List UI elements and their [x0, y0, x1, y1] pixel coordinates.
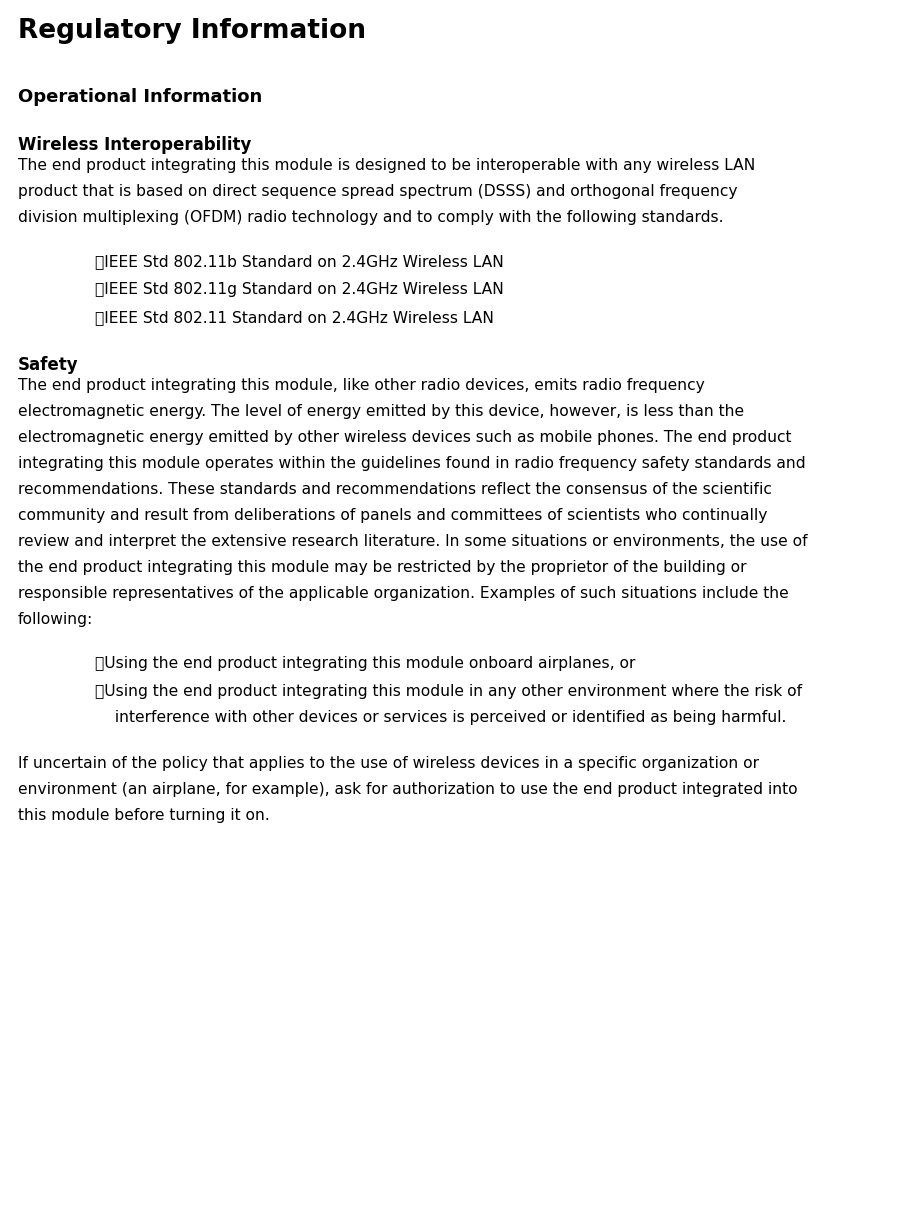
Text: ・Using the end product integrating this module onboard airplanes, or: ・Using the end product integrating this … [95, 655, 635, 671]
Text: ・IEEE Std 802.11g Standard on 2.4GHz Wireless LAN: ・IEEE Std 802.11g Standard on 2.4GHz Wir… [95, 282, 504, 297]
Text: electromagnetic energy. The level of energy emitted by this device, however, is : electromagnetic energy. The level of ene… [18, 404, 744, 419]
Text: interference with other devices or services is perceived or identified as being : interference with other devices or servi… [105, 710, 786, 725]
Text: review and interpret the extensive research literature. In some situations or en: review and interpret the extensive resea… [18, 533, 808, 549]
Text: environment (an airplane, for example), ask for authorization to use the end pro: environment (an airplane, for example), … [18, 782, 798, 797]
Text: The end product integrating this module is designed to be interoperable with any: The end product integrating this module … [18, 158, 755, 173]
Text: electromagnetic energy emitted by other wireless devices such as mobile phones. : electromagnetic energy emitted by other … [18, 430, 791, 445]
Text: division multiplexing (OFDM) radio technology and to comply with the following s: division multiplexing (OFDM) radio techn… [18, 210, 724, 225]
Text: product that is based on direct sequence spread spectrum (DSSS) and orthogonal f: product that is based on direct sequence… [18, 183, 737, 199]
Text: ・Using the end product integrating this module in any other environment where th: ・Using the end product integrating this … [95, 684, 802, 699]
Text: recommendations. These standards and recommendations reflect the consensus of th: recommendations. These standards and rec… [18, 482, 772, 497]
Text: If uncertain of the policy that applies to the use of wireless devices in a spec: If uncertain of the policy that applies … [18, 756, 759, 771]
Text: the end product integrating this module may be restricted by the proprietor of t: the end product integrating this module … [18, 560, 747, 575]
Text: this module before turning it on.: this module before turning it on. [18, 807, 270, 823]
Text: integrating this module operates within the guidelines found in radio frequency : integrating this module operates within … [18, 456, 805, 471]
Text: Operational Information: Operational Information [18, 88, 263, 106]
Text: Safety: Safety [18, 356, 79, 374]
Text: Wireless Interoperability: Wireless Interoperability [18, 136, 252, 154]
Text: Regulatory Information: Regulatory Information [18, 18, 366, 43]
Text: ・IEEE Std 802.11b Standard on 2.4GHz Wireless LAN: ・IEEE Std 802.11b Standard on 2.4GHz Wir… [95, 253, 504, 269]
Text: The end product integrating this module, like other radio devices, emits radio f: The end product integrating this module,… [18, 378, 705, 393]
Text: ・IEEE Std 802.11 Standard on 2.4GHz Wireless LAN: ・IEEE Std 802.11 Standard on 2.4GHz Wire… [95, 310, 494, 325]
Text: responsible representatives of the applicable organization. Examples of such sit: responsible representatives of the appli… [18, 587, 789, 601]
Text: community and result from deliberations of panels and committees of scientists w: community and result from deliberations … [18, 508, 768, 523]
Text: following:: following: [18, 612, 93, 626]
